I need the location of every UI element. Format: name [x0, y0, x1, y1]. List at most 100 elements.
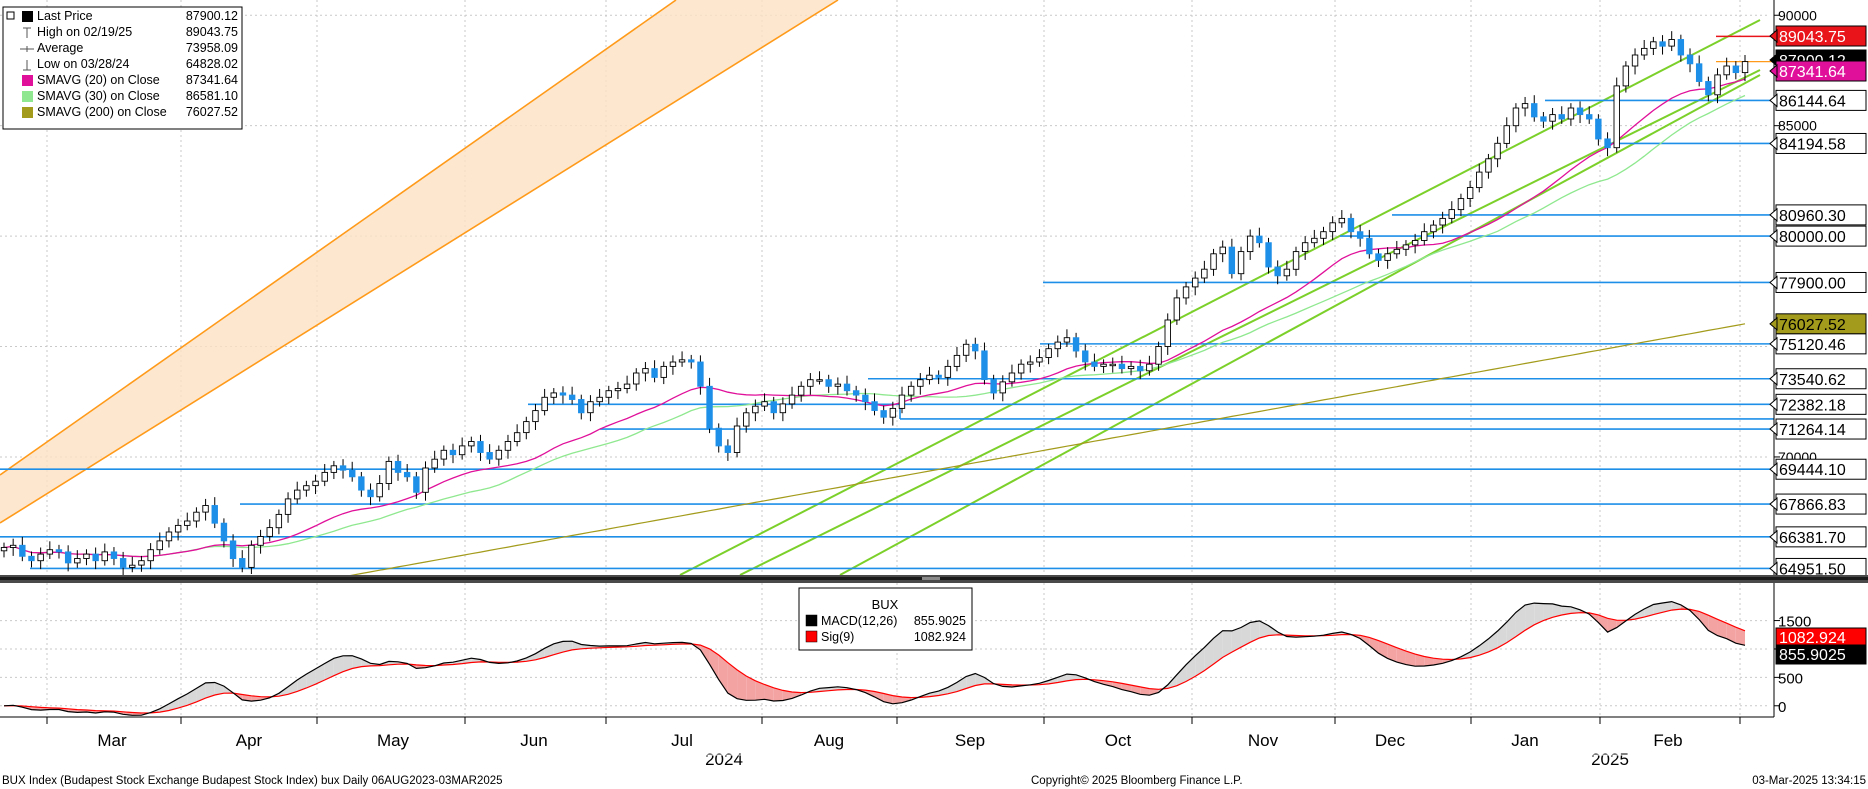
macd-legend-swatch — [805, 614, 818, 627]
candle-body — [1274, 266, 1281, 277]
macd-tag-box — [1775, 644, 1867, 665]
candle-body — [1192, 277, 1199, 288]
candle-body — [1109, 363, 1116, 367]
macd-hist-segment — [306, 668, 316, 688]
candle-body — [1494, 142, 1501, 160]
price-tag-pointer — [1769, 561, 1778, 576]
candle-body — [504, 441, 512, 451]
macd-hist-segment — [1635, 608, 1645, 620]
candle-body — [642, 368, 649, 374]
footer-left: BUX Index (Budapest Stock Exchange Budap… — [2, 775, 503, 787]
candle-body — [37, 553, 44, 562]
macd-hist-segment — [764, 684, 774, 701]
candle-body — [1466, 187, 1474, 199]
candle-body — [825, 379, 832, 387]
candle-body — [852, 390, 860, 396]
macd-hist-segment — [1717, 619, 1727, 639]
price-legend[interactable]: Last Price 87900.12 High on 02/19/25 89043.… — [2, 6, 243, 130]
price-tag-pointer — [1769, 275, 1778, 290]
candle-body — [1356, 231, 1364, 239]
footer-center: Copyright© 2025 Bloomberg Finance L.P. — [1031, 775, 1243, 787]
candle-body — [1531, 103, 1538, 118]
candle-body — [587, 401, 594, 414]
candle-body — [733, 425, 741, 453]
macd-hist-segment — [1561, 606, 1571, 616]
candle-body — [1567, 107, 1575, 120]
candle-body — [788, 394, 796, 405]
candle-body — [1265, 242, 1272, 268]
candle-body — [1430, 224, 1437, 233]
year-label: 2025 — [1591, 750, 1629, 769]
price-tag-pointer — [1769, 52, 1778, 68]
candle-body — [303, 485, 310, 491]
legend-swatch-last-price — [22, 11, 33, 22]
candle-body — [1027, 361, 1034, 365]
candle-body — [83, 553, 90, 559]
candle-body — [1155, 346, 1162, 365]
legend-item-value: 87341.64 — [186, 73, 238, 87]
panel-divider-handle[interactable] — [922, 577, 940, 580]
macd-axis-label: 1500 — [1778, 614, 1811, 631]
candle-body — [229, 540, 237, 560]
candle-body — [257, 536, 264, 546]
price-tag-label: 67866.83 — [1779, 497, 1846, 514]
macd-hist-segment — [1708, 615, 1718, 636]
candle-body — [917, 379, 924, 387]
time-axis: Mar Apr May Jun Jul Aug Sep Oct Nov Dec Jan Feb 2024… — [0, 716, 1774, 769]
footer-right: 03-Mar-2025 13:34:15 — [1752, 775, 1866, 787]
candle-body — [1082, 350, 1089, 363]
macd-legend-name: Sig(9) — [821, 630, 854, 644]
candle-body — [156, 540, 163, 551]
candle-body — [486, 452, 493, 460]
macd-hist-segment — [1186, 655, 1196, 682]
candle-body — [321, 471, 328, 482]
candle-body — [1045, 348, 1052, 358]
candle-body — [1329, 222, 1336, 233]
price-tag-pointer — [1769, 496, 1778, 512]
candle-body — [403, 471, 411, 478]
price-tag: 86144.64 — [1769, 89, 1867, 111]
macd-hist-segment — [1543, 603, 1553, 621]
candle-body — [752, 405, 759, 414]
legend-item-value: 76027.52 — [186, 105, 238, 119]
candle-body — [944, 365, 952, 378]
candle-body — [1586, 114, 1593, 120]
price-tag-label: 89043.75 — [1779, 29, 1846, 46]
macd-hist-segment — [773, 687, 783, 701]
candle-body — [1558, 114, 1565, 120]
legend-item-name: Last Price — [37, 9, 93, 23]
legend-item-value: 73958.09 — [186, 41, 238, 55]
macd-legend[interactable]: BUX MACD(12,26) 855.9025 Sig(9) 1082.924 — [798, 587, 973, 651]
macd-hist-segment — [159, 703, 169, 713]
macd-hist-segment — [1066, 674, 1077, 681]
candle-body — [862, 394, 869, 403]
candle-body — [119, 558, 127, 568]
candle-body — [614, 388, 622, 392]
macd-hist-segment — [572, 641, 582, 650]
candle-body — [1659, 41, 1666, 47]
candlesticks — [0, 31, 1749, 575]
candle-body — [1127, 365, 1135, 370]
candle-body — [1054, 341, 1061, 350]
legend-swatch-high — [23, 27, 31, 38]
candle-body — [513, 432, 521, 442]
macd-hist-segment — [938, 687, 948, 696]
macd-hist-segment — [1424, 656, 1434, 667]
month-label: Jan — [1511, 731, 1538, 750]
candle-body — [174, 524, 182, 533]
price-plot — [0, 0, 1774, 575]
candle-body — [376, 483, 383, 498]
macd-hist-segment — [1525, 603, 1535, 631]
candle-body — [193, 511, 200, 522]
legend-item-value: 86581.10 — [186, 89, 238, 103]
candle-body — [1457, 198, 1465, 211]
candle-body — [678, 359, 686, 363]
legend-swatch-low — [23, 60, 31, 71]
candle-body — [394, 460, 402, 473]
macd-hist-segment — [1497, 622, 1507, 648]
price-tag: 87341.64 — [1769, 60, 1867, 82]
macd-hist-segment — [526, 653, 536, 662]
macd-hist-segment — [956, 676, 967, 692]
macd-hist-segment — [1570, 606, 1581, 614]
